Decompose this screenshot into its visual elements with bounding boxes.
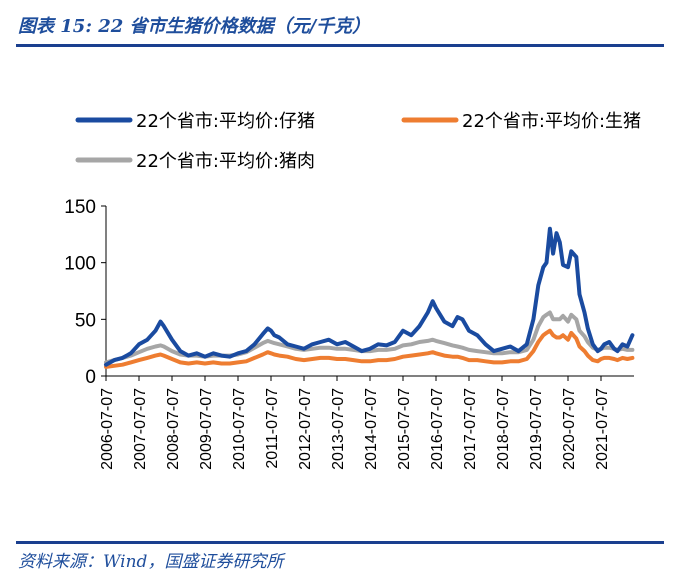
source-note: 资料来源：Wind，国盛证券研究所: [18, 552, 284, 572]
y-tick-label: 0: [85, 367, 96, 388]
header-rule: [16, 44, 664, 47]
x-tick-label: 2016-07-07: [429, 388, 446, 470]
x-tick-label: 2009-07-07: [198, 388, 215, 470]
legend-label-0: 22个省市:平均价:仔猪: [136, 111, 315, 132]
x-tick-label: 2020-07-07: [561, 388, 578, 470]
x-tick-label: 2018-07-07: [495, 388, 512, 470]
axes: 0 50 100 150 2006-07-07 2007-07-07 2008-07-07 2…: [64, 197, 634, 470]
x-tick-label: 2012-07-07: [297, 388, 314, 470]
line-chart: 22个省市:平均价:仔猪 22个省市:平均价:生猪 22个省市:平均价:猪肉 0 50…: [64, 111, 641, 470]
y-tick-label: 100: [64, 254, 96, 275]
legend: 22个省市:平均价:仔猪 22个省市:平均价:生猪 22个省市:平均价:猪肉: [75, 111, 641, 172]
series-line-0: [104, 226, 635, 367]
y-tick-label: 50: [75, 310, 96, 331]
x-tick-label: 2011-07-07: [264, 388, 281, 469]
series-lines: [104, 226, 635, 369]
figure-title: 图表 15: 22 省市生猪价格数据（元/千克）: [18, 16, 371, 37]
x-tick-label: 2006-07-07: [99, 388, 116, 470]
legend-label-2: 22个省市:平均价:猪肉: [136, 151, 315, 172]
series-line-1: [104, 328, 635, 369]
x-tick-label: 2021-07-07: [594, 388, 611, 470]
x-tick-label: 2010-07-07: [231, 388, 248, 470]
footer-rule: [16, 541, 664, 544]
y-tick-label: 150: [64, 197, 96, 218]
x-tick-label: 2019-07-07: [528, 388, 545, 470]
x-tick-label: 2013-07-07: [330, 388, 347, 470]
x-tick-label: 2017-07-07: [462, 388, 479, 470]
legend-label-1: 22个省市:平均价:生猪: [462, 111, 641, 132]
x-tick-label: 2008-07-07: [165, 388, 182, 470]
x-tick-label: 2007-07-07: [132, 388, 149, 470]
x-tick-label: 2015-07-07: [396, 388, 413, 470]
x-tick-label: 2014-07-07: [363, 388, 380, 470]
